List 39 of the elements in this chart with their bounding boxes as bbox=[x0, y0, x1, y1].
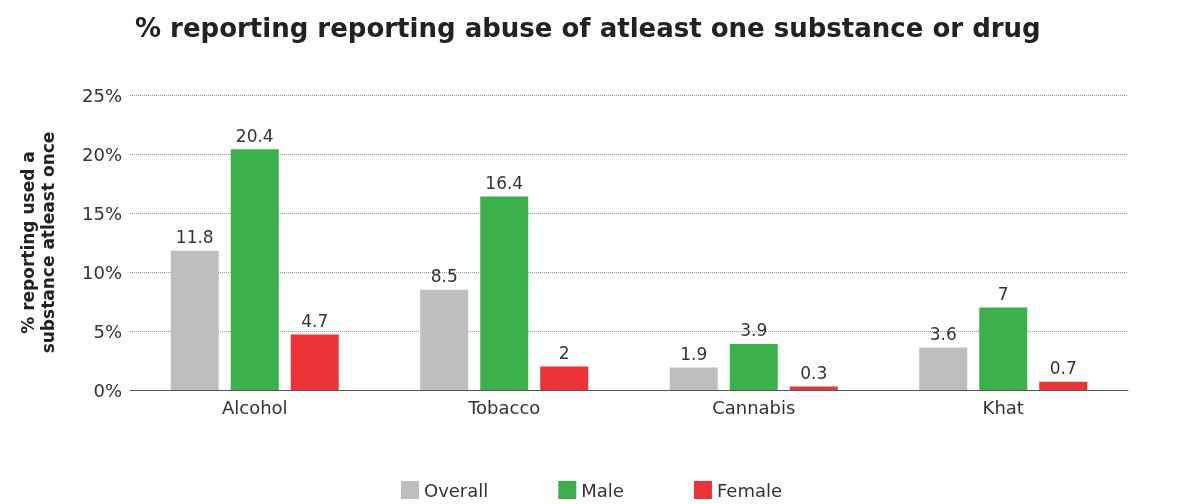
y-tick-label: 25% bbox=[81, 84, 122, 106]
y-tick-label: 20% bbox=[81, 143, 122, 165]
data-label: 0.3 bbox=[800, 362, 828, 383]
x-tick-label: Khat bbox=[982, 396, 1024, 418]
data-label: 1.9 bbox=[680, 344, 708, 365]
bar bbox=[420, 289, 469, 390]
chart-title: % reporting reporting abuse of atleast one substance or drug bbox=[135, 13, 1041, 43]
x-tick-label: Alcohol bbox=[221, 396, 288, 418]
data-label: 3.6 bbox=[929, 324, 957, 345]
legend-label: Overall bbox=[423, 479, 489, 501]
data-label: 2 bbox=[558, 342, 570, 363]
data-label: 20.4 bbox=[235, 125, 274, 146]
y-tick-label: 0% bbox=[93, 379, 122, 401]
bar bbox=[540, 366, 589, 390]
y-tick-label: 10% bbox=[81, 261, 122, 283]
data-label: 16.4 bbox=[485, 172, 524, 193]
data-label: 0.7 bbox=[1049, 358, 1077, 379]
bar bbox=[170, 250, 219, 390]
x-tick-label: Tobacco bbox=[467, 396, 541, 418]
y-axis-title: % reporting used a substance atleast once bbox=[18, 131, 58, 354]
y-tick-label: 5% bbox=[93, 320, 122, 342]
bar bbox=[290, 334, 339, 390]
y-tick-label: 15% bbox=[81, 202, 122, 224]
legend-label: Female bbox=[716, 479, 783, 501]
bar bbox=[919, 347, 968, 390]
data-label: 3.9 bbox=[740, 320, 768, 341]
bar bbox=[480, 196, 529, 390]
bar bbox=[230, 149, 279, 390]
bar bbox=[789, 386, 838, 390]
bar bbox=[1039, 381, 1088, 390]
x-tick-label: Cannabis bbox=[712, 396, 796, 418]
bar bbox=[979, 307, 1028, 390]
data-label: 7 bbox=[997, 283, 1009, 304]
bar bbox=[729, 343, 778, 390]
data-label: 4.7 bbox=[301, 311, 329, 332]
bar bbox=[669, 367, 718, 390]
data-label: 11.8 bbox=[175, 227, 214, 248]
data-label: 8.5 bbox=[430, 266, 458, 287]
legend-label: Male bbox=[581, 479, 624, 501]
